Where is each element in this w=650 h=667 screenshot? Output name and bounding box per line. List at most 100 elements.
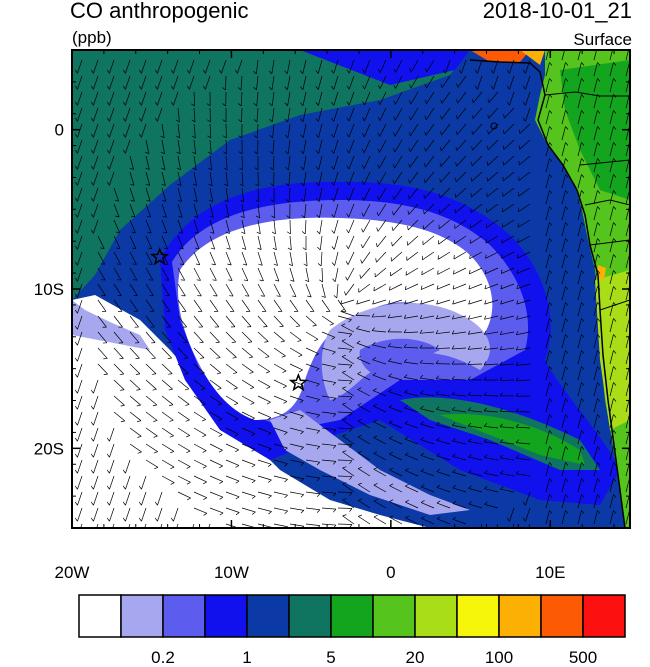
- wind-barb: [410, 123, 419, 137]
- wind-barb: [305, 251, 308, 266]
- wind-barb: [425, 139, 435, 152]
- wind-barb-flag: [375, 243, 378, 248]
- wind-barb-flag: [404, 285, 407, 290]
- wind-barb-flag: [468, 485, 472, 489]
- wind-barb: [129, 443, 142, 453]
- wind-barb-flag: [357, 450, 362, 454]
- wind-barb: [257, 235, 262, 250]
- wind-barb: [77, 379, 83, 394]
- wind-barb: [256, 75, 259, 90]
- wind-barb: [477, 75, 483, 90]
- wind-barb: [157, 59, 163, 74]
- wind-barb-flag: [349, 476, 353, 480]
- colorbar-labels: 0.2 1 5 20 100 500: [151, 648, 597, 667]
- wind-barb-flag: [452, 315, 455, 320]
- wind-barb-flag: [597, 254, 601, 258]
- wind-barb: [461, 59, 467, 74]
- wind-barb: [389, 453, 403, 461]
- wind-barb: [577, 110, 582, 125]
- wind-barb-flag: [344, 291, 347, 296]
- wind-barb-flag: [90, 453, 94, 458]
- wind-barb: [271, 59, 275, 74]
- wind-barb: [561, 222, 566, 237]
- wind-barb-flag: [270, 183, 274, 187]
- wind-barb-flag: [581, 430, 585, 434]
- wind-barb: [345, 283, 355, 296]
- wind-barb-flag: [122, 501, 126, 506]
- wind-barb: [333, 123, 339, 138]
- wind-barb: [373, 421, 387, 429]
- wind-barb-flag: [259, 279, 264, 282]
- wind-barb-flag: [349, 444, 353, 448]
- wind-barb-flag: [167, 357, 172, 359]
- wind-barb: [305, 411, 320, 416]
- wind-barb-flag: [452, 516, 457, 520]
- wind-barb: [256, 123, 259, 138]
- x-tick-label: 10W: [214, 563, 249, 582]
- wind-barb: [341, 325, 355, 333]
- wind-barb-flag: [549, 334, 553, 338]
- wind-barb-flag: [298, 369, 303, 373]
- wind-barb: [289, 283, 297, 297]
- wind-barb: [273, 475, 288, 480]
- wind-barb-flag: [239, 167, 243, 171]
- wind-barb-flag: [74, 117, 78, 122]
- wind-barb-flag: [404, 405, 409, 409]
- wind-barb: [625, 62, 630, 77]
- wind-barb: [420, 423, 435, 429]
- wind-barb-flag: [333, 295, 338, 299]
- wind-barb-flag: [613, 254, 617, 258]
- wind-barb: [500, 363, 515, 366]
- wind-barb: [157, 507, 163, 522]
- wind-barb-flag: [388, 388, 393, 392]
- wind-barb-flag: [409, 84, 412, 89]
- wind-barb: [348, 139, 355, 154]
- wind-barb: [452, 518, 467, 525]
- wind-barb-flag: [581, 94, 585, 98]
- wind-barb-flag: [348, 333, 353, 338]
- wind-barb-flag: [522, 517, 526, 522]
- wind-barb-flag: [436, 468, 441, 472]
- wind-barb-flag: [247, 341, 253, 343]
- wind-barb-flag: [161, 167, 166, 171]
- wind-barb-flag: [154, 467, 159, 470]
- wind-barb: [305, 379, 320, 385]
- wind-barb-flag: [581, 318, 585, 322]
- wind-barb: [517, 251, 531, 259]
- wind-barb: [141, 507, 147, 522]
- wind-barb: [486, 187, 499, 198]
- wind-barb: [209, 459, 223, 467]
- wind-barb-flag: [106, 69, 110, 74]
- wind-barb: [193, 507, 208, 514]
- wind-barb: [404, 361, 419, 365]
- wind-barb: [97, 251, 105, 265]
- wind-barb-flag: [184, 388, 189, 391]
- wind-barb-flag: [186, 69, 190, 74]
- wind-barb-flag: [597, 430, 601, 434]
- wind-barb: [393, 203, 403, 216]
- wind-barb: [342, 499, 355, 509]
- wind-barb-flag: [581, 494, 585, 498]
- wind-barb: [625, 78, 630, 93]
- wind-barb-flag: [74, 501, 78, 506]
- wind-barb: [342, 483, 355, 493]
- wind-barb: [289, 299, 299, 312]
- wind-barb-flag: [484, 300, 487, 305]
- wind-barb-flag: [435, 390, 440, 395]
- wind-barb-flag: [581, 126, 585, 130]
- wind-barb-flag: [451, 330, 455, 335]
- wind-barb-flag: [515, 330, 519, 335]
- wind-barb-flag: [152, 373, 157, 375]
- wind-barb: [193, 203, 199, 218]
- wind-barb-flag: [423, 209, 425, 215]
- wind-barb-flag: [581, 462, 585, 466]
- wind-barb: [225, 411, 239, 420]
- wind-barb-flag: [234, 418, 239, 421]
- wind-barb-flag: [315, 134, 319, 138]
- wind-barb: [273, 299, 283, 312]
- wind-barb: [273, 379, 287, 387]
- wind-barb: [337, 315, 352, 320]
- wind-barb: [257, 347, 270, 357]
- wind-barb-flag: [613, 174, 617, 178]
- y-tick-label: 20S: [34, 439, 64, 458]
